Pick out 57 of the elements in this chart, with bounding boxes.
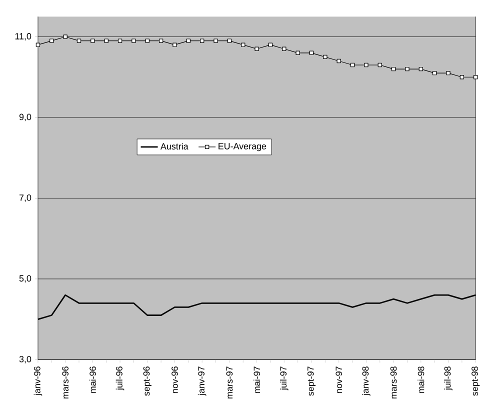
point: [76, 38, 82, 44]
point: [50, 38, 54, 44]
y-tick-label: 7,0: [19, 194, 32, 202]
point: [145, 38, 150, 44]
point: [241, 42, 246, 48]
point: [158, 38, 164, 44]
point: [186, 38, 191, 44]
x-tick-label: juil-96: [116, 366, 124, 390]
legend-label: EU-Average: [218, 143, 266, 152]
point: [405, 67, 410, 72]
y-tick-label: 5,0: [19, 275, 32, 283]
x-tick-label: mai-98: [418, 366, 424, 394]
point: [172, 42, 177, 48]
y-tick-label: 9,0: [19, 114, 32, 122]
point: [446, 71, 450, 76]
point: [63, 34, 68, 40]
point: [90, 38, 95, 44]
point: [309, 51, 314, 56]
point: [296, 51, 300, 56]
point: [227, 38, 232, 44]
point: [282, 46, 286, 52]
x-tick-label: nov-97: [336, 366, 342, 394]
point: [336, 59, 341, 64]
x-tick-label: nov-96: [172, 366, 178, 394]
x-tick-label: janv-97: [198, 366, 206, 396]
x-tick-label: mars-97: [226, 366, 233, 399]
point: [364, 63, 368, 68]
point: [432, 71, 437, 76]
x-tick-label: mai-97: [254, 366, 260, 394]
point: [474, 75, 478, 80]
point: [104, 38, 108, 44]
x-tick-label: janv-96: [34, 366, 42, 396]
point: [214, 38, 218, 44]
point: [460, 75, 464, 80]
point: [200, 38, 204, 44]
point: [254, 46, 259, 52]
point: [323, 55, 328, 60]
x-tick-label: sept-97: [307, 366, 316, 396]
point: [391, 67, 396, 72]
x-tick-label: juil-97: [280, 366, 288, 390]
x-tick-label: mai-96: [89, 366, 96, 394]
point: [268, 42, 273, 48]
point: [350, 63, 355, 68]
x-tick-label: juil-98: [444, 366, 452, 390]
point: [118, 38, 122, 44]
point: [132, 38, 136, 44]
point: [378, 63, 382, 68]
x-tick-label: mars-96: [62, 366, 68, 399]
legend-label: Austria: [160, 143, 188, 150]
y-tick-label: 11,0: [15, 33, 32, 41]
x-tick-label: sept-98: [472, 366, 480, 396]
x-tick-label: sept-96: [143, 366, 152, 396]
point: [418, 67, 424, 72]
point: [36, 42, 40, 48]
x-tick-label: mars-98: [390, 366, 397, 399]
x-tick-label: janv-98: [362, 366, 370, 396]
y-tick-label: 3,0: [19, 356, 32, 364]
